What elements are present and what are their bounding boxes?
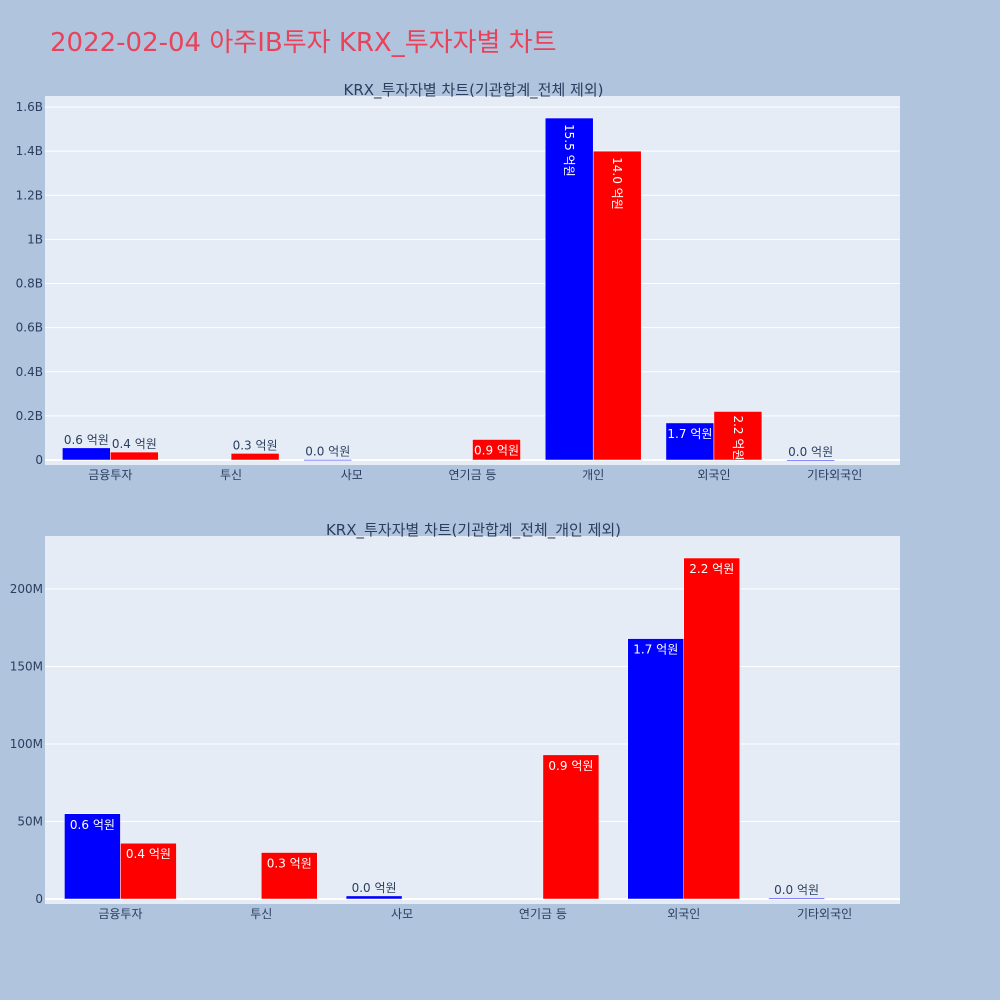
chart1-y-tick-label: 0.2B	[16, 409, 43, 423]
chart2-x-tick-label: 금융투자	[98, 907, 142, 921]
chart2-bar-label: 0.6 억원	[70, 818, 115, 832]
chart2-bar	[120, 842, 177, 900]
chart1-bar-label: 0.6 억원	[64, 433, 109, 447]
chart1-bar	[786, 459, 835, 462]
chart2-title: KRX_투자자별 차트(기관합계_전체_개인 제외)	[326, 521, 621, 540]
chart2-x-tick-label: 외국인	[667, 907, 700, 921]
chart2-y-tick-label: 50M	[17, 815, 43, 829]
chart2-bar-label: 0.4 억원	[126, 847, 171, 861]
chart1-bar	[592, 150, 642, 461]
chart1-bar	[110, 451, 159, 461]
chart1-y-tick-label: 1B	[27, 232, 43, 246]
chart1-x-tick-label: 금융투자	[88, 468, 132, 482]
chart2-bar	[261, 852, 318, 900]
chart1-bar	[713, 411, 763, 461]
chart2-y-tick-label: 200M	[10, 582, 43, 596]
chart1-bar-label: 15.5 억원	[562, 124, 576, 177]
chart2-y-tick-label: 0	[35, 892, 43, 906]
chart1-bar-label: 1.7 억원	[667, 427, 712, 441]
chart2-x-tick-label: 연기금 등	[519, 907, 567, 921]
page-title: 2022-02-04 아주IB투자 KRX_투자자별 차트	[50, 28, 557, 58]
chart2-plot-area	[45, 536, 900, 904]
chart2-bar-label: 0.3 억원	[267, 857, 312, 871]
chart1-bar-label: 0.4 억원	[112, 437, 157, 451]
chart2-bar-label: 0.0 억원	[774, 883, 819, 897]
chart1-x-tick-label: 투신	[220, 468, 242, 482]
chart2-bar-label: 1.7 억원	[633, 643, 678, 657]
chart1-x-tick-label: 외국인	[697, 468, 730, 482]
chart1-bar	[544, 117, 594, 461]
chart1-x-tick-label: 사모	[341, 468, 363, 482]
chart1-x-tick-label: 개인	[582, 468, 604, 482]
chart1-bar	[303, 459, 353, 461]
chart1-bar-label: 2.2 억원	[731, 415, 745, 460]
chart1-x-tick-label: 기타외국인	[807, 468, 862, 482]
chart2-bar	[345, 895, 403, 900]
chart1-y-tick-label: 0	[35, 453, 43, 467]
chart1-plot-area	[45, 96, 900, 465]
chart1-bar	[62, 447, 111, 461]
chart2-x-tick-label: 기타외국인	[797, 907, 852, 921]
chart2-x-tick-label: 사모	[391, 907, 413, 921]
chart1-bar-label: 14.0 억원	[610, 157, 624, 210]
chart1-bar	[665, 422, 715, 461]
chart1-bar-label: 0.3 억원	[233, 438, 278, 452]
chart2-bar-label: 0.9 억원	[548, 759, 593, 773]
chart2-y-tick-label: 150M	[10, 660, 43, 674]
chart1-y-tick-label: 1.6B	[16, 100, 43, 114]
chart1-y-tick-label: 1.4B	[16, 144, 43, 158]
chart1-bar-label: 0.0 억원	[305, 445, 350, 459]
chart2-bar	[768, 897, 825, 900]
chart1-y-tick-label: 0.6B	[16, 321, 43, 335]
chart1-bar	[472, 439, 521, 461]
chart2-x-tick-label: 투신	[250, 907, 272, 921]
chart2-bar-label: 0.0 억원	[352, 881, 397, 895]
chart1-y-tick-label: 0.8B	[16, 277, 43, 291]
chart1-y-tick-label: 0.4B	[16, 365, 43, 379]
chart1-x-tick-label: 연기금 등	[449, 468, 497, 482]
chart1-bar	[230, 453, 280, 461]
chart1-bar-label: 0.9 억원	[474, 443, 519, 457]
chart1-bar-label: 0.0 억원	[788, 445, 833, 459]
chart1-title: KRX_투자자별 차트(기관합계_전체 제외)	[344, 81, 604, 100]
chart2-bar	[627, 638, 684, 900]
chart2-bar	[542, 754, 600, 900]
chart2-bar-label: 2.2 억원	[689, 562, 734, 576]
chart1-y-tick-label: 1.2B	[16, 188, 43, 202]
chart2-bar	[683, 557, 740, 900]
chart2-y-tick-label: 100M	[10, 737, 43, 751]
